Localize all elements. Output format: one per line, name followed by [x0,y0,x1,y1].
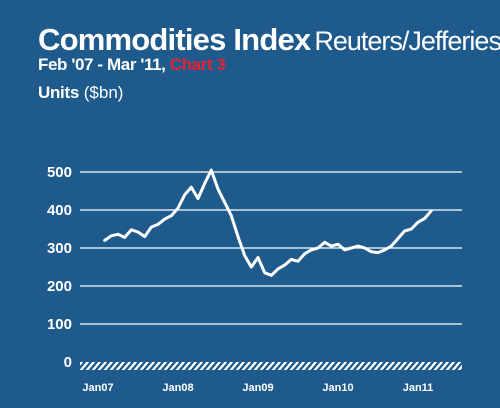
y-tick-label: 300 [47,240,72,257]
data-point [410,228,413,230]
data-point [217,188,219,190]
data-point [283,264,286,266]
x-tick-label: Jan11 [403,382,434,394]
y-axis-ticks: 0 100 200 300 400 500 [47,164,72,371]
data-point [237,235,239,238]
data-point [203,182,206,185]
data-point [223,201,226,204]
data-point [323,241,326,244]
chart-subtitle-row: Feb '07 - Mar '11, Chart 3 [38,55,226,75]
data-point [383,249,386,251]
x-tick-label: Jan10 [322,382,353,394]
chart-title: Commodities Index [38,22,311,57]
y-tick-label: 500 [47,164,72,181]
x-tick-label: Jan09 [242,382,273,394]
data-point [103,239,106,242]
data-point [230,214,233,217]
chart-period: Feb '07 - Mar '11, [38,55,166,74]
data-point [183,194,186,196]
data-point [263,271,266,274]
data-point [210,169,213,171]
data-point [170,214,173,217]
data-point [270,274,273,277]
y-tick-label: 0 [64,354,72,371]
data-point [197,197,199,200]
x-tick-label: Jan07 [82,382,113,394]
data-point [297,260,299,263]
chart-tag: Chart 3 [169,55,226,74]
units-label-row: Units ($bn) [38,83,123,103]
data-point [177,207,179,209]
data-point [423,217,426,220]
series-group [103,168,433,277]
data-point [157,223,159,226]
data-point [317,247,319,249]
chart-title-source: Reuters/Jefferies [314,26,500,56]
x-axis-baseline [80,362,462,370]
data-point [190,186,193,188]
data-point [277,268,279,270]
data-point [130,229,133,231]
data-point [137,231,139,233]
data-point [350,247,353,249]
data-point [430,210,433,212]
grid-lines [80,171,462,325]
data-point [403,230,406,232]
series-line-0 [103,168,433,277]
data-point [110,235,113,237]
units-label: Units [38,83,80,102]
data-point [243,254,246,257]
data-point [257,256,259,259]
data-point [303,252,306,255]
data-point [343,249,346,251]
y-tick-label: 400 [47,202,72,219]
data-point [357,245,359,247]
data-point [363,247,366,249]
data-point [163,218,166,220]
chart-title-row: Commodities Index Reuters/Jefferies [38,22,500,58]
data-point [150,226,153,228]
units-suffix: ($bn) [83,83,124,102]
data-point [330,245,333,247]
data-point [250,266,253,268]
x-tick-label: Jan08 [162,382,193,394]
data-point [397,237,399,240]
data-point [123,236,126,239]
y-tick-label: 200 [47,278,72,295]
data-point [390,245,393,247]
data-point [337,243,339,245]
data-point [143,235,146,238]
data-point [417,221,419,223]
data-point [310,249,313,251]
data-point [370,251,373,253]
data-point [117,233,119,236]
data-point [377,251,379,254]
data-point [290,258,293,261]
y-tick-label: 100 [47,316,72,333]
x-axis-ticks: Jan07 Jan08 Jan09 Jan10 Jan11 [82,382,433,394]
